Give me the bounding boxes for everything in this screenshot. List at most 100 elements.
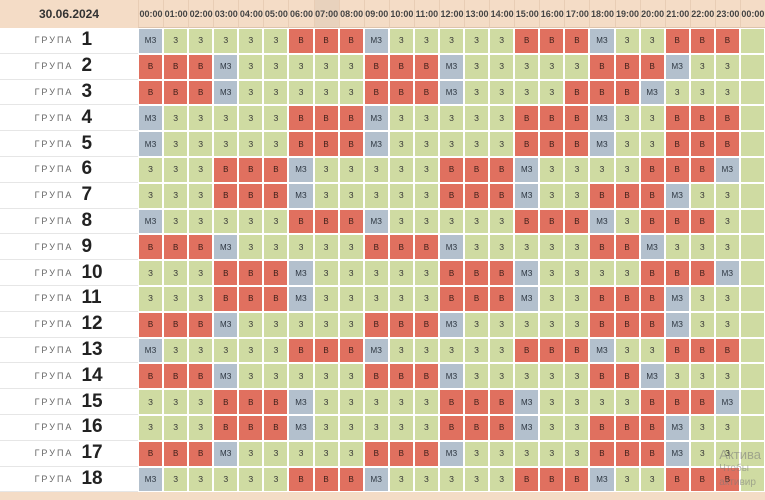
group-label: ГРУПА 9	[0, 234, 138, 261]
schedule-cell: З	[238, 363, 264, 390]
schedule-cell: З	[714, 79, 740, 106]
schedule-cell: З	[714, 415, 740, 441]
schedule-cell: З	[213, 208, 239, 235]
schedule-cell	[739, 79, 765, 106]
schedule-cell: В	[464, 182, 490, 209]
schedule-cell: В	[438, 389, 465, 415]
schedule-cell	[739, 157, 765, 183]
group-word: ГРУПА	[34, 215, 74, 226]
schedule-cell: З	[539, 157, 565, 183]
schedule-cell: В	[338, 131, 364, 157]
hour-header: 12:00	[438, 0, 465, 28]
schedule-cell: МЗ	[288, 157, 314, 183]
hour-header: 02:00	[188, 0, 214, 28]
schedule-cell: В	[138, 79, 164, 106]
group-label: ГРУПА 12	[0, 311, 138, 338]
schedule-cell: З	[238, 105, 264, 132]
schedule-cell: В	[363, 311, 389, 338]
schedule-cell: З	[313, 286, 339, 312]
schedule-cell: В	[338, 105, 364, 132]
schedule-cell: МЗ	[288, 389, 314, 415]
schedule-cell: З	[163, 157, 189, 183]
schedule-cell: В	[163, 234, 189, 261]
schedule-cell: В	[163, 440, 189, 467]
schedule-cell: З	[263, 466, 289, 493]
schedule-cell: З	[338, 53, 364, 80]
schedule-cell: З	[263, 28, 289, 54]
schedule-cell: В	[363, 79, 389, 106]
schedule-cell: З	[589, 260, 615, 286]
schedule-cell: З	[163, 286, 189, 312]
schedule-cell: МЗ	[589, 131, 615, 157]
schedule-cell: В	[388, 234, 414, 261]
schedule-cell: В	[313, 466, 339, 493]
schedule-cell: В	[714, 466, 740, 493]
schedule-cell	[739, 105, 765, 132]
schedule-cell: В	[188, 440, 214, 467]
schedule-cell: В	[163, 363, 189, 390]
group-word: ГРУПА	[34, 164, 74, 175]
group-number: 5	[81, 132, 93, 154]
hour-header: 01:00	[163, 0, 189, 28]
schedule-cell: В	[238, 415, 264, 441]
schedule-cell: З	[338, 157, 364, 183]
schedule-cell: МЗ	[438, 440, 465, 467]
schedule-cell: З	[614, 260, 640, 286]
schedule-cell: В	[514, 337, 540, 364]
schedule-cell: З	[489, 208, 515, 235]
schedule-cell	[739, 415, 765, 441]
schedule-cell: МЗ	[138, 337, 164, 364]
hour-header: 03:00	[213, 0, 239, 28]
schedule-cell: З	[213, 28, 239, 54]
schedule-cell: В	[263, 157, 289, 183]
schedule-cell: З	[514, 440, 540, 467]
schedule-cell	[739, 260, 765, 286]
schedule-cell: З	[263, 208, 289, 235]
schedule-cell: З	[489, 440, 515, 467]
schedule-cell: З	[313, 389, 339, 415]
schedule-cell: В	[664, 131, 690, 157]
schedule-cell: З	[363, 157, 389, 183]
schedule-cell: МЗ	[589, 28, 615, 54]
group-number: 11	[81, 287, 102, 309]
schedule-cell: В	[338, 208, 364, 235]
schedule-cell: З	[238, 28, 264, 54]
schedule-cell: З	[338, 311, 364, 338]
schedule-cell: З	[188, 131, 214, 157]
schedule-cell: В	[288, 105, 314, 132]
schedule-cell: З	[163, 105, 189, 132]
schedule-cell: В	[363, 234, 389, 261]
schedule-cell: З	[464, 53, 490, 80]
schedule-cell: З	[338, 440, 364, 467]
group-label: ГРУПА 1	[0, 28, 138, 54]
schedule-cell: З	[539, 363, 565, 390]
schedule-cell: З	[489, 311, 515, 338]
schedule-cell: МЗ	[664, 415, 690, 441]
schedule-cell: З	[288, 363, 314, 390]
schedule-cell: МЗ	[213, 440, 239, 467]
schedule-cell: МЗ	[589, 105, 615, 132]
schedule-cell: З	[188, 157, 214, 183]
schedule-cell: З	[539, 440, 565, 467]
schedule-cell: З	[514, 79, 540, 106]
schedule-cell: В	[489, 415, 515, 441]
schedule-cell: МЗ	[288, 286, 314, 312]
schedule-cell: В	[413, 363, 439, 390]
schedule-cell: З	[564, 311, 590, 338]
schedule-cell: В	[714, 337, 740, 364]
schedule-cell: В	[589, 53, 615, 80]
schedule-cell: В	[614, 182, 640, 209]
schedule-cell: З	[263, 311, 289, 338]
schedule-cell: МЗ	[363, 28, 389, 54]
schedule-cell: МЗ	[664, 440, 690, 467]
schedule-cell: МЗ	[589, 337, 615, 364]
schedule-cell: В	[664, 260, 690, 286]
schedule-cell: В	[639, 311, 665, 338]
schedule-cell: В	[614, 79, 640, 106]
schedule-cell: МЗ	[288, 415, 314, 441]
schedule-cell: В	[138, 53, 164, 80]
schedule-cell: З	[238, 53, 264, 80]
hour-header: 18:00	[589, 0, 615, 28]
schedule-cell: З	[363, 286, 389, 312]
schedule-cell: В	[689, 131, 715, 157]
